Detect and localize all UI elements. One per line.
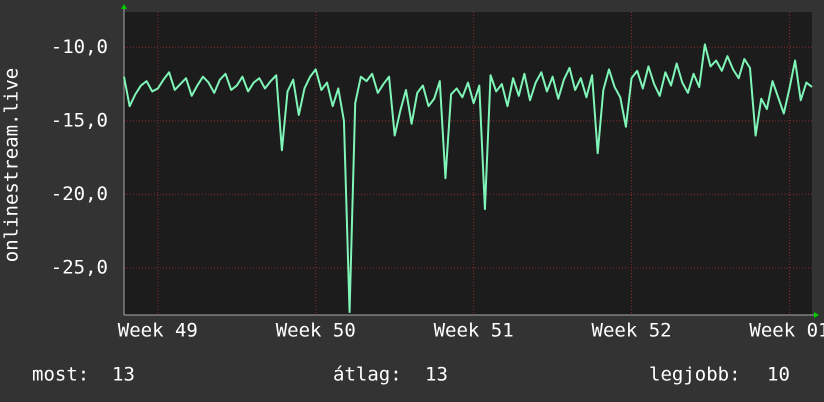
x-tick-label: Week 49 — [118, 320, 198, 342]
stat-value: 10 — [767, 364, 790, 386]
line — [123, 43, 813, 314]
stat-label: most: — [32, 364, 89, 386]
y-tick-label: -25,0 — [51, 256, 108, 278]
x-tick-label: Week 51 — [434, 320, 514, 342]
y-tick-label: -20,0 — [51, 183, 108, 205]
stat-value: 13 — [112, 364, 135, 386]
x-tick-label: Week 01 — [749, 320, 824, 342]
y-axis-label: onlinestream.live — [1, 68, 23, 262]
axis-arrow — [814, 312, 819, 318]
stat: most: 13 — [32, 364, 135, 386]
stat: legjobb: 10 — [649, 364, 790, 386]
y-tick-label: -10,0 — [51, 36, 108, 58]
x-tick-label: Week 50 — [276, 320, 356, 342]
x-tick-label: Week 52 — [592, 320, 672, 342]
stat-value: 13 — [425, 364, 448, 386]
plot-area — [124, 12, 812, 315]
stat-label: legjobb: — [649, 364, 741, 386]
y-tick-label: -15,0 — [51, 109, 108, 131]
stat: átlag: 13 — [333, 364, 448, 386]
axis-arrow — [121, 4, 127, 9]
stat-label: átlag: — [333, 364, 402, 386]
